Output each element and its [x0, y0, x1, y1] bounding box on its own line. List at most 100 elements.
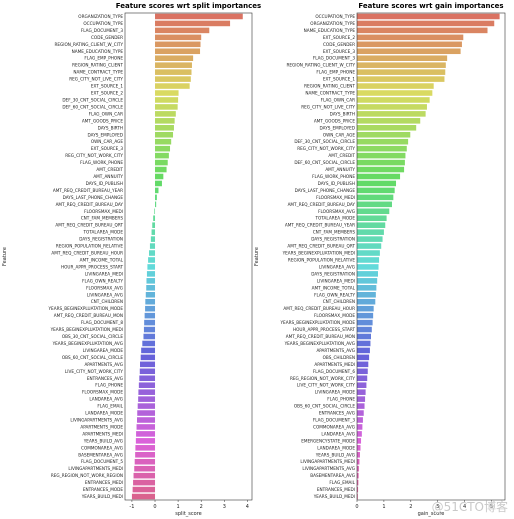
bar: [144, 312, 156, 319]
bar: [357, 236, 383, 242]
y-tick-label: OWN_CAR_AGE: [91, 139, 123, 144]
y-tick-label: APARTMENTS_AVG: [316, 348, 355, 353]
y-tick-label: FLAG_DOCUMENT_8: [81, 320, 124, 325]
y-tick-label: ENTRANCES_MEDI: [317, 487, 355, 492]
y-tick-label: TOTALAREA_MODE: [82, 230, 123, 235]
bar: [357, 340, 371, 347]
bar: [357, 493, 358, 500]
y-tick-label: LIVINGAPARTMENTS_MEDI: [300, 459, 355, 464]
y-axis-label: Feature: [2, 247, 8, 266]
y-tick-label: CNT_FAM_MEMBERS: [81, 216, 124, 221]
y-tick-label: DAYS_EMPLOYED: [88, 132, 123, 137]
bar: [155, 48, 201, 55]
y-tick-label: AMT_REQ_CREDIT_BUREAU_QRT: [55, 223, 123, 228]
bar: [357, 257, 380, 263]
bar: [146, 271, 156, 277]
y-tick-label: FLAG_WORK_PHONE: [312, 174, 355, 179]
bar: [357, 403, 365, 409]
y-tick-label: FLAG_DOCUMENT_3: [313, 56, 356, 61]
bar: [357, 305, 374, 312]
watermark: @51CTO博客: [431, 500, 508, 514]
y-tick-label: AMT_REQ_CREDIT_BUREAU_HOUR: [51, 251, 123, 256]
bar: [155, 173, 164, 180]
x-axis-label: split_score: [175, 511, 201, 517]
y-tick-label: FLAG_DOCUMENT_6: [313, 369, 356, 374]
y-tick-label: YEARS_BEGINEXPLUATATION_MODE: [280, 320, 356, 325]
x-tick-label: 1: [177, 504, 180, 510]
bar: [357, 104, 427, 110]
bar: [357, 312, 374, 319]
x-tick-label: 2: [200, 504, 203, 510]
y-tick-label: FLAG_EMAIL: [97, 404, 123, 409]
y-tick-label: YEARS_BEGINEXPLUATATION_MEDI: [50, 327, 123, 332]
y-tick-label: DAYS_BIRTH: [330, 111, 355, 116]
bar: [138, 382, 156, 388]
y-tick-label: REG_REGION_NOT_WORK_CITY: [290, 376, 355, 381]
bar: [138, 396, 156, 402]
y-tick-label: NAME_CONTRACT_TYPE: [305, 91, 355, 96]
bar: [357, 410, 364, 416]
y-tick-label: DAYS_LAST_PHONE_CHANGE: [63, 195, 124, 200]
bar: [155, 180, 162, 187]
bar: [140, 354, 156, 361]
y-tick-label: FLOORSMAX_MODE: [82, 390, 123, 395]
bar: [155, 104, 178, 110]
y-tick-label: COMMONAREA_AVG: [81, 445, 123, 450]
bar: [155, 27, 210, 34]
y-tick-label: FLOORSMAX_AVG: [318, 209, 355, 214]
y-tick-label: REGION_RATING_CLIENT: [304, 84, 355, 89]
bar: [357, 166, 405, 173]
bar: [135, 451, 156, 458]
y-tick-label: DAYS_REGISTRATION: [311, 271, 355, 276]
y-tick-label: LIVINGAPARTMENTS_AVG: [302, 466, 355, 471]
y-tick-label: DAYS_REGISTRATION: [311, 237, 355, 242]
bar: [155, 20, 231, 27]
bar: [155, 138, 172, 145]
x-tick-label: 3: [436, 504, 439, 510]
y-tick-label: FLAG_OWN_REALTY: [82, 278, 123, 283]
y-tick-label: LIVINGAREA_MODE: [315, 390, 356, 395]
y-tick-label: ENTRANCES_AVG: [87, 376, 123, 381]
y-tick-label: APARTMENTS_MEDI: [82, 431, 123, 436]
bar: [155, 145, 171, 152]
x-tick-label: 5: [490, 504, 493, 510]
y-tick-label: LIVE_CITY_NOT_WORK_CITY: [65, 369, 124, 374]
y-tick-label: FLOORSMAX_AVG: [86, 285, 123, 290]
y-tick-label: YEARS_BEGINEXPLUATATION_MODE: [48, 306, 124, 311]
bar: [155, 55, 194, 62]
bar: [155, 131, 174, 138]
y-tick-label: HOUR_APPR_PROCESS_START: [61, 264, 124, 269]
bar: [136, 431, 156, 437]
bar: [140, 361, 156, 368]
bar: [155, 13, 243, 20]
bar: [155, 111, 176, 117]
bar: [357, 243, 382, 249]
bar: [357, 41, 462, 48]
bar: [132, 486, 156, 493]
bar: [357, 69, 446, 75]
y-tick-label: AMT_ANNUITY: [93, 174, 123, 179]
y-tick-label: LIVINGAPARTMENTS_MEDI: [68, 466, 123, 471]
y-tick-label: FLAG_EMAIL: [329, 480, 355, 485]
y-tick-label: AMT_CREDIT: [328, 153, 355, 158]
bar: [357, 333, 371, 340]
y-tick-label: TOTALAREA_MODE: [314, 216, 355, 221]
y-tick-label: COMMONAREA_AVG: [313, 424, 355, 429]
bar: [357, 62, 446, 68]
y-tick-label: CNT_CHILDREN: [323, 299, 355, 304]
y-tick-label: FLOORSMAX_MEDI: [84, 209, 123, 214]
bar: [153, 215, 156, 222]
y-tick-label: DAYS_LAST_PHONE_CHANGE: [295, 188, 356, 193]
gain-importance-chart: Feature scores wrt gain importancesOCCUP…: [254, 2, 506, 517]
bar: [357, 361, 369, 368]
y-tick-label: OCCUPATION_TYPE: [315, 14, 355, 19]
bar: [143, 326, 156, 333]
y-axis-label: Feature: [254, 247, 260, 266]
y-tick-label: FLAG_DOCUMENT_3: [81, 28, 124, 33]
bar: [357, 424, 363, 430]
bar: [357, 347, 370, 354]
bar: [155, 62, 192, 68]
y-tick-label: CODE_GENDER: [323, 42, 355, 47]
bar: [357, 76, 445, 82]
y-tick-label: FLAG_OWN_CAR: [89, 111, 123, 116]
